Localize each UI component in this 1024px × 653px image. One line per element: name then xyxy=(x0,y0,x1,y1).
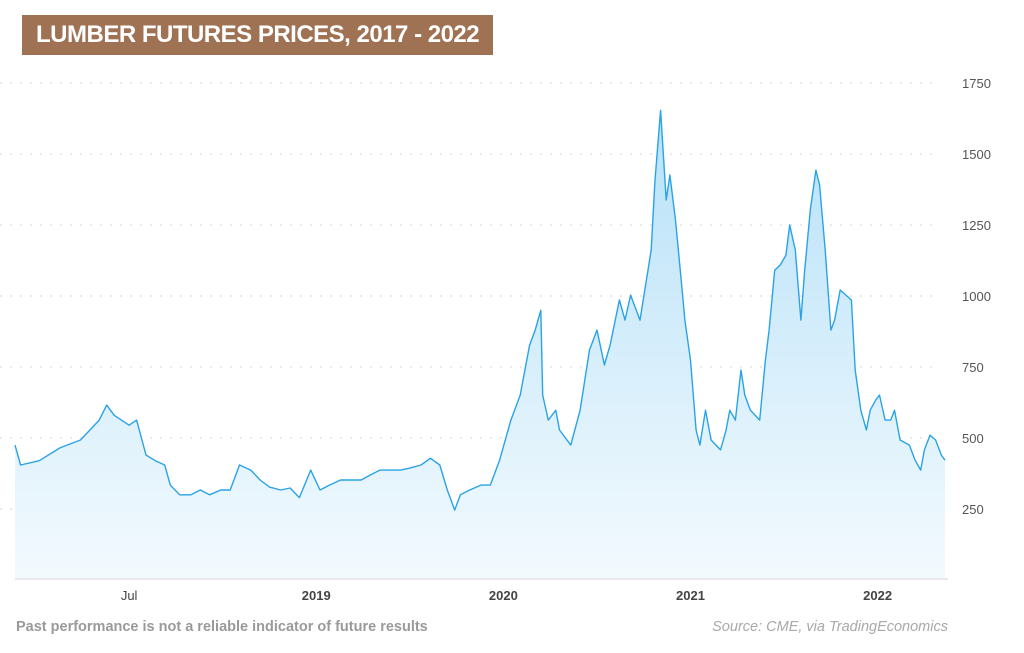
y-tick-label: 250 xyxy=(962,502,984,517)
y-tick-label: 500 xyxy=(962,431,984,446)
disclaimer-text: Past performance is not a reliable indic… xyxy=(16,619,428,635)
x-tick-label: 2020 xyxy=(489,588,518,603)
x-tick-label: 2022 xyxy=(863,588,892,603)
chart-title: LUMBER FUTURES PRICES, 2017 - 2022 xyxy=(22,15,494,55)
x-tick-label: 2021 xyxy=(676,588,705,603)
y-tick-label: 750 xyxy=(962,360,984,375)
price-area-fill xyxy=(15,110,945,580)
price-line xyxy=(14,109,946,511)
y-tick-label: 1250 xyxy=(962,218,991,233)
source-text: Source: CME, via TradingEconomics xyxy=(712,619,948,635)
y-tick-label: 1750 xyxy=(962,76,991,91)
y-tick-label: 1000 xyxy=(962,289,991,304)
x-tick-label: Jul xyxy=(121,588,138,603)
y-tick-label: 1500 xyxy=(962,147,991,162)
x-tick-label: 2019 xyxy=(302,588,331,603)
